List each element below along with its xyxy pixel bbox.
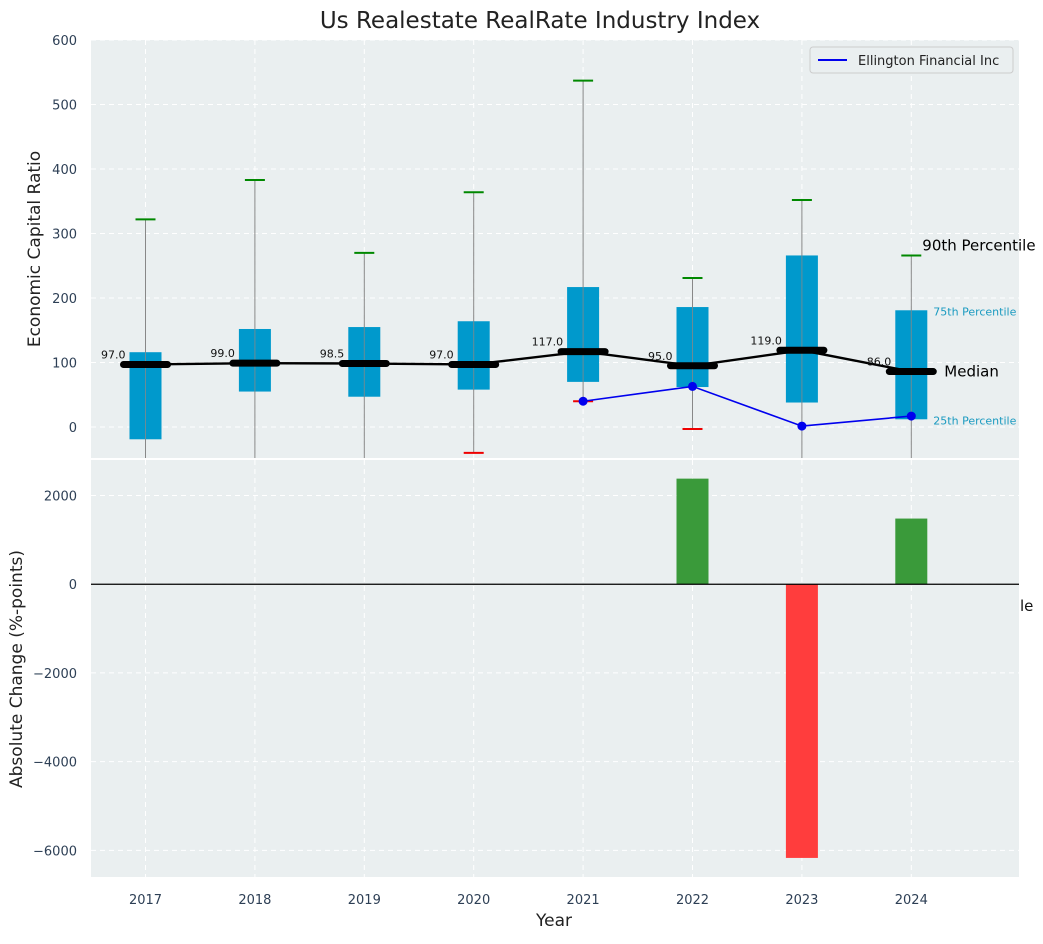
top-y-tick-label: 600 xyxy=(52,34,77,49)
change-bar-2023 xyxy=(785,584,818,858)
x-tick-label-2019: 2019 xyxy=(348,893,381,908)
x-tick-label-2018: 2018 xyxy=(238,893,271,908)
bottom-y-tick-label: −4000 xyxy=(33,756,77,771)
median-value-label-2018: 99.0 xyxy=(210,347,235,360)
change-bar-2022 xyxy=(676,478,709,585)
median-value-label-2021: 117.0 xyxy=(532,336,564,349)
median-line-group: 97.0 99.0 98.5 97.0 117.0 95.0 119.0 86.0 xyxy=(101,334,937,376)
top-panel-background xyxy=(91,40,1019,458)
bottom-panel-background xyxy=(91,460,1019,877)
top-y-tick-label: 100 xyxy=(52,357,77,372)
change-bar-2024 xyxy=(895,518,928,585)
company-series-group xyxy=(578,381,916,431)
top-y-tick-label: 400 xyxy=(52,163,77,178)
median-value-label-2019: 98.5 xyxy=(320,347,345,360)
legend-entry-label: Ellington Financial Inc xyxy=(858,54,999,69)
x-tick-label-2021: 2021 xyxy=(567,893,600,908)
legend: Ellington Financial Inc xyxy=(809,46,1014,74)
x-axis-label: Year xyxy=(535,911,572,931)
bottom-y-axis-label: Absolute Change (%-points) xyxy=(7,550,27,788)
percentile-annotations: 90th Percentile 75th Percentile Median 25th… xyxy=(922,236,1035,427)
median-value-label-2020: 97.0 xyxy=(429,348,454,361)
top-y-axis-label: Economic Capital Ratio xyxy=(25,151,45,347)
x-tick-label-2024: 2024 xyxy=(895,893,928,908)
legend-box xyxy=(809,46,1014,74)
company-point-2022 xyxy=(688,381,697,391)
company-point-2023 xyxy=(797,421,807,431)
bottom-y-tick-label: −6000 xyxy=(33,844,77,859)
chart-title: Us Realestate RealRate Industry Index xyxy=(320,8,760,34)
x-tick-labels: 2017 2018 2019 2020 2021 2022 2023 2024 xyxy=(129,893,928,908)
company-line xyxy=(582,385,912,427)
median-value-label-2022: 95.0 xyxy=(648,350,673,363)
bottom-y-tick-labels: −6000 −4000 −2000 0 2000 xyxy=(33,489,77,859)
median-value-label-2017: 97.0 xyxy=(101,348,126,361)
x-tick-label-2017: 2017 xyxy=(129,893,162,908)
x-tick-label-2022: 2022 xyxy=(676,893,709,908)
top-y-tick-label: 200 xyxy=(52,292,77,307)
top-y-tick-label: 0 xyxy=(69,421,77,436)
top-y-tick-label: 300 xyxy=(52,228,77,243)
top-y-tick-labels: 0 100 200 300 400 500 600 xyxy=(52,34,77,436)
bottom-y-tick-label: −2000 xyxy=(33,667,77,682)
top-y-tick-label: 500 xyxy=(52,99,77,114)
bar-group xyxy=(676,478,928,858)
annotation-75th: 75th Percentile xyxy=(933,305,1016,318)
clipped-annotation-text: le xyxy=(1020,597,1033,615)
annotation-25th: 25th Percentile xyxy=(933,414,1016,427)
bottom-y-tick-label: 0 xyxy=(69,578,77,593)
company-point-2021 xyxy=(578,396,588,406)
median-value-label-2024: 86.0 xyxy=(867,356,892,369)
company-point-2024 xyxy=(906,411,916,421)
bottom-y-tick-label: 2000 xyxy=(44,489,77,504)
x-tick-label-2020: 2020 xyxy=(457,893,490,908)
annotation-median: Median xyxy=(944,363,999,381)
annotation-90th: 90th Percentile xyxy=(922,236,1035,254)
median-value-label-2023: 119.0 xyxy=(750,334,782,347)
x-tick-label-2023: 2023 xyxy=(785,893,818,908)
